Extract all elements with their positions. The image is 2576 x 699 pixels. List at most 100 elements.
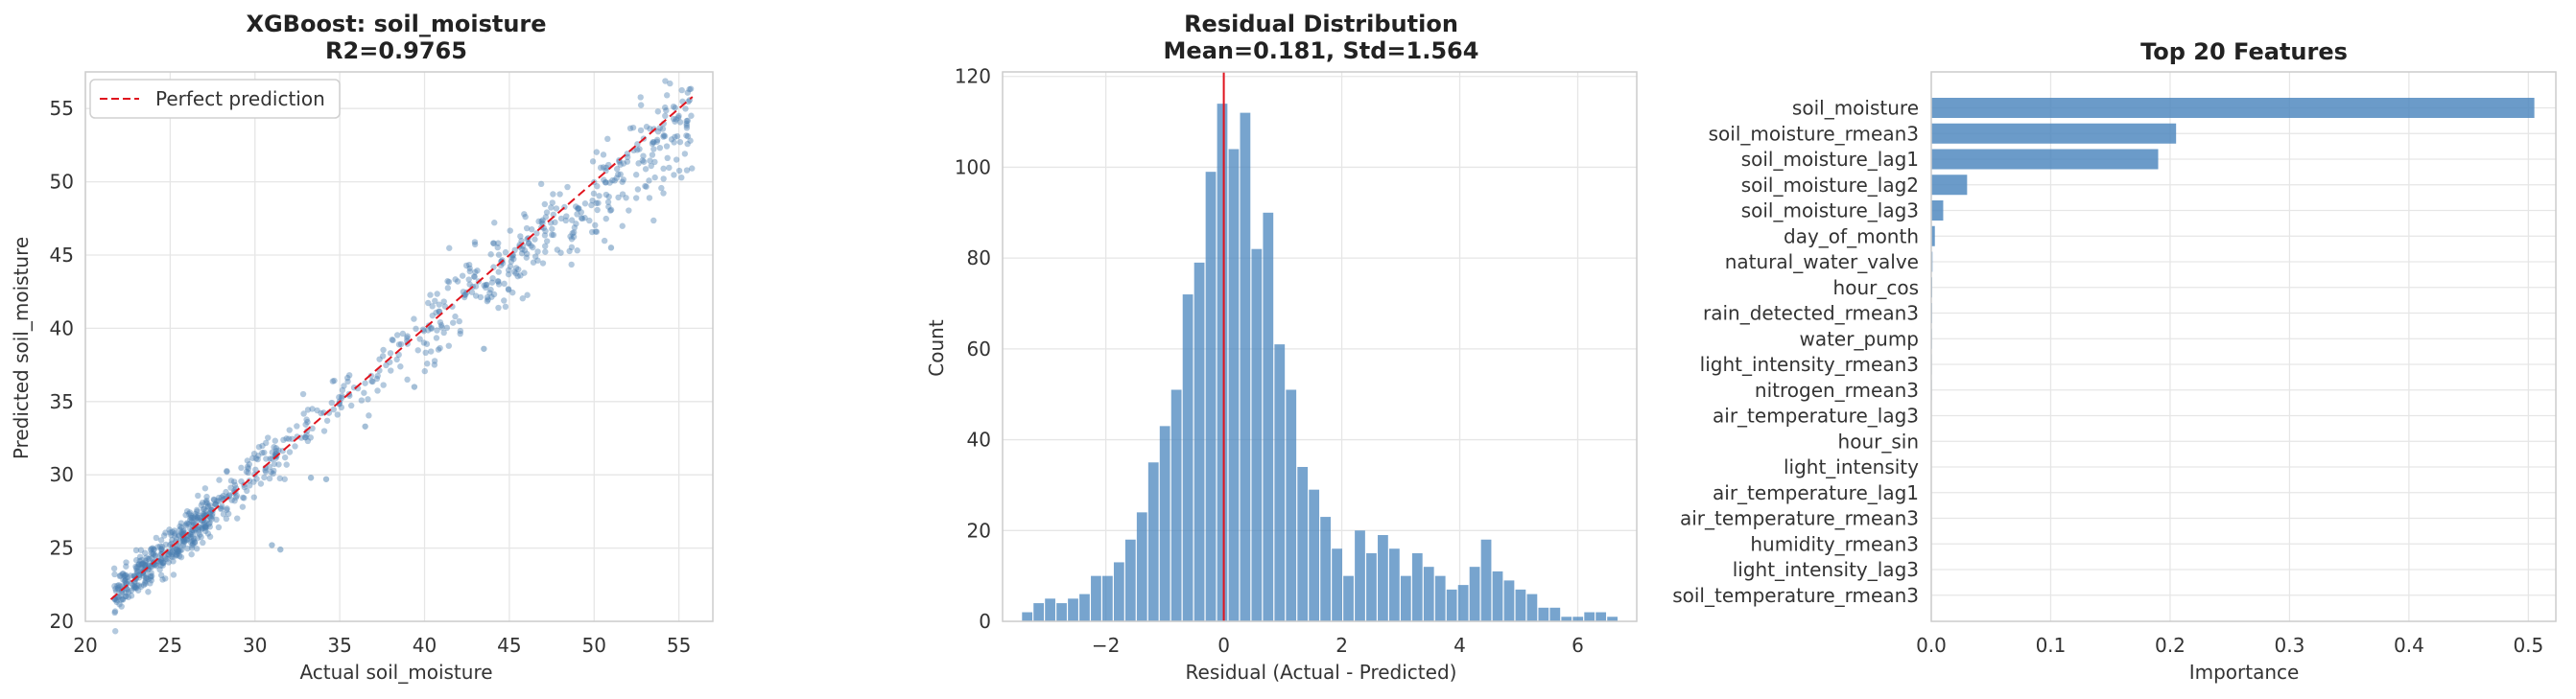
scatter-point xyxy=(191,535,198,542)
scatter-point xyxy=(549,225,555,232)
scatter-point xyxy=(281,476,288,482)
scatter-point xyxy=(603,215,609,222)
scatter-point xyxy=(574,247,580,254)
scatter-point xyxy=(656,125,664,131)
scatter-point xyxy=(157,556,165,564)
scatter-point xyxy=(178,547,185,553)
scatter-point xyxy=(232,494,240,501)
histogram-bar xyxy=(1515,589,1526,621)
scatter-point xyxy=(457,327,464,335)
histogram-bar xyxy=(1102,575,1113,621)
scatter-point xyxy=(672,118,678,125)
y-tick-label: 45 xyxy=(50,244,74,267)
histogram-bar xyxy=(1228,149,1240,621)
scatter-point xyxy=(490,240,497,246)
histogram-bar xyxy=(1113,562,1124,621)
scatter-point xyxy=(483,281,489,289)
scatter-point xyxy=(179,537,186,545)
scatter-point xyxy=(597,164,604,172)
scatter-point xyxy=(416,336,423,342)
scatter-point xyxy=(133,569,141,576)
scatter-point xyxy=(563,213,570,220)
histogram-bar xyxy=(1251,248,1263,621)
scatter-point xyxy=(486,290,493,296)
scatter-point xyxy=(521,246,529,254)
histogram-bar xyxy=(1446,589,1457,621)
scatter-point xyxy=(139,560,146,568)
scatter-point xyxy=(656,144,664,151)
feature-x-label: Importance xyxy=(2189,661,2300,684)
feature-label: soil_moisture_lag1 xyxy=(1741,148,1919,171)
scatter-point xyxy=(613,175,620,181)
histogram-bar xyxy=(1595,612,1607,621)
scatter-point xyxy=(365,396,371,403)
scatter-point xyxy=(223,488,229,496)
histogram-bar xyxy=(1480,539,1492,621)
scatter-point xyxy=(331,377,338,384)
scatter-point xyxy=(191,539,199,546)
scatter-point xyxy=(683,167,691,174)
scatter-point xyxy=(643,124,650,130)
scatter-point xyxy=(588,228,596,236)
scatter-point xyxy=(114,582,121,590)
x-tick-label: 20 xyxy=(73,634,97,657)
scatter-point xyxy=(238,464,245,472)
feature-bars xyxy=(1931,98,2535,606)
feature-label: light_intensity_lag3 xyxy=(1733,558,1919,581)
scatter-point xyxy=(571,229,578,236)
feature-title: Top 20 Features xyxy=(2140,38,2348,65)
scatter-point xyxy=(380,382,387,388)
feature-label: air_temperature_lag1 xyxy=(1713,481,1919,504)
scatter-point xyxy=(131,583,138,590)
scatter-point xyxy=(224,468,230,476)
histogram-bar xyxy=(1263,212,1274,622)
scatter-point xyxy=(269,449,275,455)
scatter-point xyxy=(120,576,127,583)
scatter-point xyxy=(411,315,417,322)
scatter-point xyxy=(673,156,680,163)
scatter-point xyxy=(505,286,512,292)
scatter-point xyxy=(266,463,273,471)
scatter-point xyxy=(177,538,183,545)
scatter-point xyxy=(651,158,658,166)
scatter-point xyxy=(198,533,204,541)
scatter-point xyxy=(470,273,478,280)
y-tick-label: 40 xyxy=(967,429,991,452)
scatter-point xyxy=(615,171,622,178)
scatter-point xyxy=(336,394,343,401)
scatter-point xyxy=(594,206,601,214)
scatter-point xyxy=(180,527,187,534)
y-tick-label: 50 xyxy=(50,171,74,194)
scatter-point xyxy=(528,243,534,249)
scatter-point xyxy=(487,286,494,293)
scatter-point xyxy=(259,442,266,450)
scatter-point xyxy=(525,240,532,247)
scatter-point xyxy=(446,245,453,251)
scatter-point xyxy=(472,283,480,290)
scatter-point xyxy=(216,477,223,483)
scatter-point xyxy=(623,195,629,201)
scatter-point xyxy=(512,265,520,271)
scatter-point xyxy=(404,376,411,384)
scatter-panel: 20 25 30 35 40 45 50 55 20 25 30 35 40 45 50 55 XGBoost… xyxy=(10,11,714,684)
scatter-y-label: Predicted soil_moisture xyxy=(10,237,33,459)
scatter-point xyxy=(230,478,238,485)
scatter-point xyxy=(601,237,608,245)
scatter-point xyxy=(667,80,674,87)
feature-label: soil_moisture xyxy=(1792,97,1919,120)
scatter-point xyxy=(380,346,387,354)
y-tick-label: 20 xyxy=(967,519,991,542)
scatter-point xyxy=(220,511,227,518)
histogram-bar xyxy=(1286,389,1297,621)
scatter-point xyxy=(110,565,118,572)
scatter-point xyxy=(575,205,581,212)
histogram-bar xyxy=(1584,612,1595,621)
scatter-point xyxy=(192,516,199,523)
scatter-point xyxy=(183,536,190,543)
scatter-point xyxy=(275,447,282,454)
scatter-point xyxy=(123,563,130,570)
histogram-subtitle: Mean=0.181, Std=1.564 xyxy=(1164,37,1479,64)
scatter-point xyxy=(650,146,657,152)
scatter-point xyxy=(125,589,132,595)
scatter-point xyxy=(320,428,328,434)
